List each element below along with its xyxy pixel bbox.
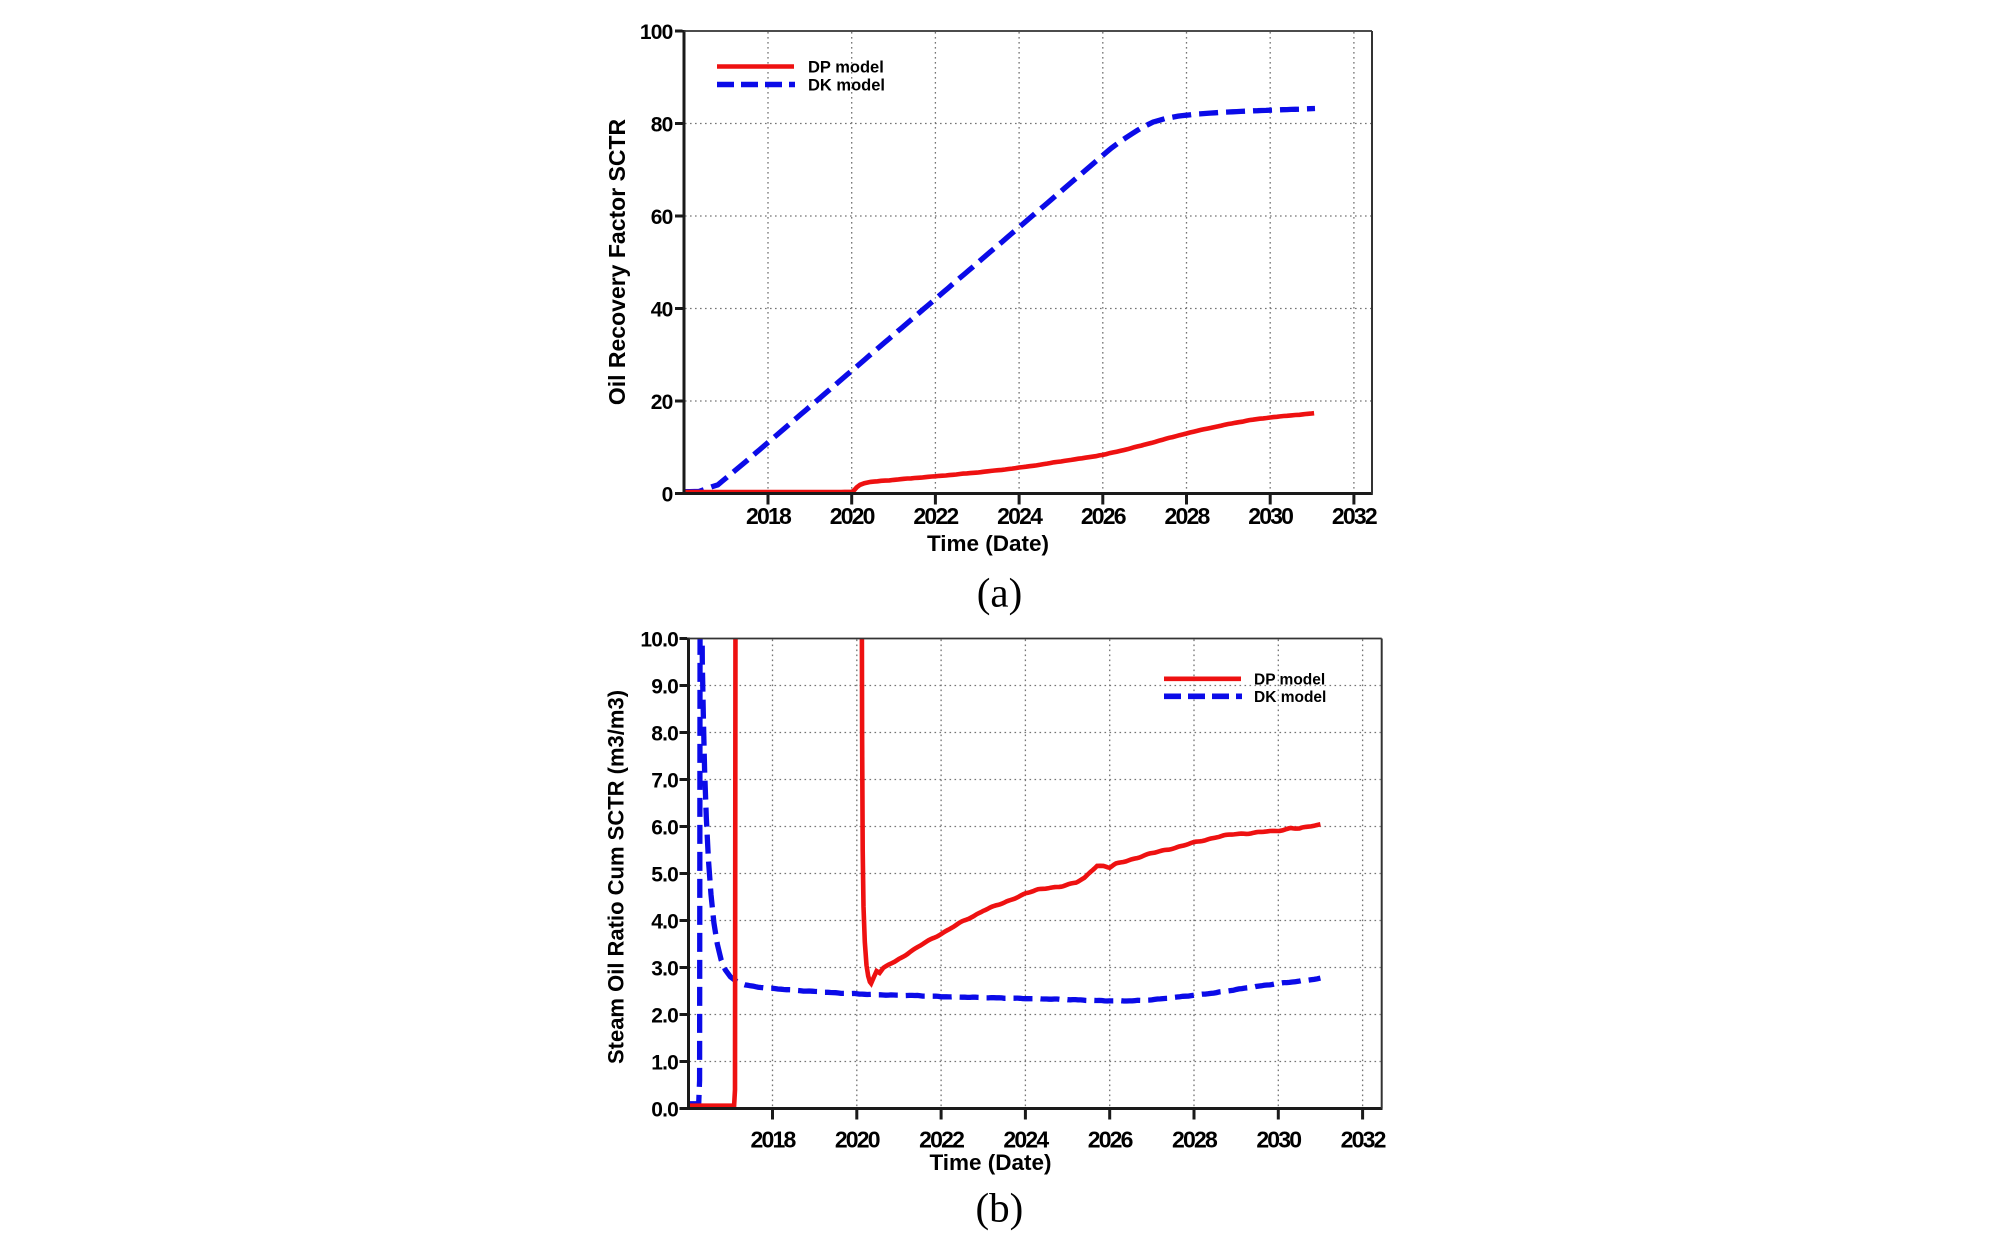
svg-text:Steam Oil Ratio Cum SCTR (m3/m: Steam Oil Ratio Cum SCTR (m3/m3) (604, 690, 629, 1064)
svg-text:2024: 2024 (997, 503, 1043, 529)
svg-text:(b): (b) (975, 1185, 1023, 1231)
svg-text:2024: 2024 (1003, 1127, 1049, 1153)
svg-text:Time (Date): Time (Date) (927, 531, 1049, 556)
svg-text:60: 60 (651, 206, 673, 229)
svg-text:80: 80 (651, 114, 673, 137)
svg-text:1.0: 1.0 (651, 1052, 678, 1075)
svg-text:40: 40 (651, 299, 673, 322)
svg-text:2032: 2032 (1332, 503, 1377, 529)
svg-text:7.0: 7.0 (651, 770, 678, 793)
svg-text:6.0: 6.0 (651, 817, 678, 840)
svg-text:2018: 2018 (746, 503, 792, 529)
svg-text:2032: 2032 (1341, 1127, 1386, 1153)
svg-text:3.0: 3.0 (651, 958, 678, 981)
svg-text:2020: 2020 (835, 1127, 880, 1153)
svg-text:4.0: 4.0 (651, 911, 678, 934)
svg-text:2026: 2026 (1088, 1127, 1133, 1153)
svg-text:0.0: 0.0 (651, 1099, 678, 1122)
svg-text:8.0: 8.0 (651, 723, 678, 746)
svg-text:100: 100 (640, 21, 673, 44)
svg-text:2020: 2020 (830, 503, 875, 529)
svg-text:Oil Recovery Factor SCTR: Oil Recovery Factor SCTR (604, 118, 630, 405)
svg-text:(a): (a) (977, 570, 1023, 616)
svg-text:9.0: 9.0 (651, 676, 678, 699)
svg-text:Time (Date): Time (Date) (929, 1150, 1051, 1175)
svg-text:2022: 2022 (919, 1127, 964, 1153)
svg-text:DK model: DK model (1254, 689, 1326, 706)
svg-text:2028: 2028 (1165, 503, 1211, 529)
svg-text:2028: 2028 (1172, 1127, 1218, 1153)
svg-text:20: 20 (651, 391, 673, 414)
svg-text:2022: 2022 (913, 503, 958, 529)
svg-text:10.0: 10.0 (640, 629, 678, 652)
svg-text:2.0: 2.0 (651, 1005, 678, 1028)
svg-text:2026: 2026 (1081, 503, 1126, 529)
svg-text:5.0: 5.0 (651, 864, 678, 887)
svg-text:2018: 2018 (751, 1127, 797, 1153)
svg-text:2030: 2030 (1248, 503, 1293, 529)
svg-text:DP model: DP model (808, 59, 884, 77)
svg-text:0: 0 (662, 484, 673, 507)
svg-text:2030: 2030 (1256, 1127, 1301, 1153)
svg-text:DK model: DK model (808, 77, 885, 95)
svg-text:DP model: DP model (1254, 671, 1325, 688)
